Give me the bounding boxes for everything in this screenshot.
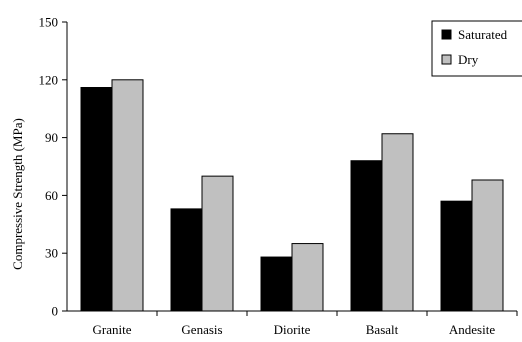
axes bbox=[66, 22, 517, 312]
y-tick-label: 60 bbox=[45, 188, 58, 203]
legend-label-saturated: Saturated bbox=[458, 27, 508, 42]
bar-dry-diorite bbox=[291, 243, 324, 312]
bar-saturated-diorite bbox=[260, 256, 293, 312]
x-tick-label: Andesite bbox=[449, 322, 495, 337]
legend: Saturated Dry bbox=[431, 20, 522, 77]
legend-label-dry: Dry bbox=[458, 52, 479, 67]
y-tick-label: 150 bbox=[39, 15, 59, 30]
x-tick-label: Genasis bbox=[181, 322, 222, 337]
y-tick-label: 0 bbox=[52, 304, 59, 319]
y-tick-label: 120 bbox=[39, 72, 59, 87]
category-labels: Granite Genasis Diorite Basalt Andesite bbox=[93, 311, 518, 337]
y-axis-label: Compressive Strength (MPa) bbox=[10, 118, 25, 270]
legend-swatch-saturated bbox=[441, 29, 452, 40]
bar-dry-genasis bbox=[201, 175, 234, 312]
x-tick-label: Diorite bbox=[274, 322, 311, 337]
bar-dry-basalt bbox=[381, 133, 414, 312]
y-axis-ticks: 0 30 60 90 120 150 bbox=[39, 15, 67, 319]
bar-saturated-genasis bbox=[170, 208, 203, 312]
bar-saturated-basalt bbox=[350, 160, 383, 312]
bar-dry-granite bbox=[111, 79, 144, 312]
legend-swatch-dry bbox=[441, 54, 452, 65]
bar-saturated-andesite bbox=[440, 200, 473, 312]
bar-saturated-granite bbox=[80, 87, 113, 312]
y-tick-label: 90 bbox=[45, 130, 58, 145]
bar-dry-andesite bbox=[471, 179, 504, 312]
x-tick-label: Basalt bbox=[366, 322, 399, 337]
y-tick-label: 30 bbox=[45, 246, 58, 261]
x-tick-label: Granite bbox=[93, 322, 132, 337]
bars bbox=[80, 79, 504, 312]
